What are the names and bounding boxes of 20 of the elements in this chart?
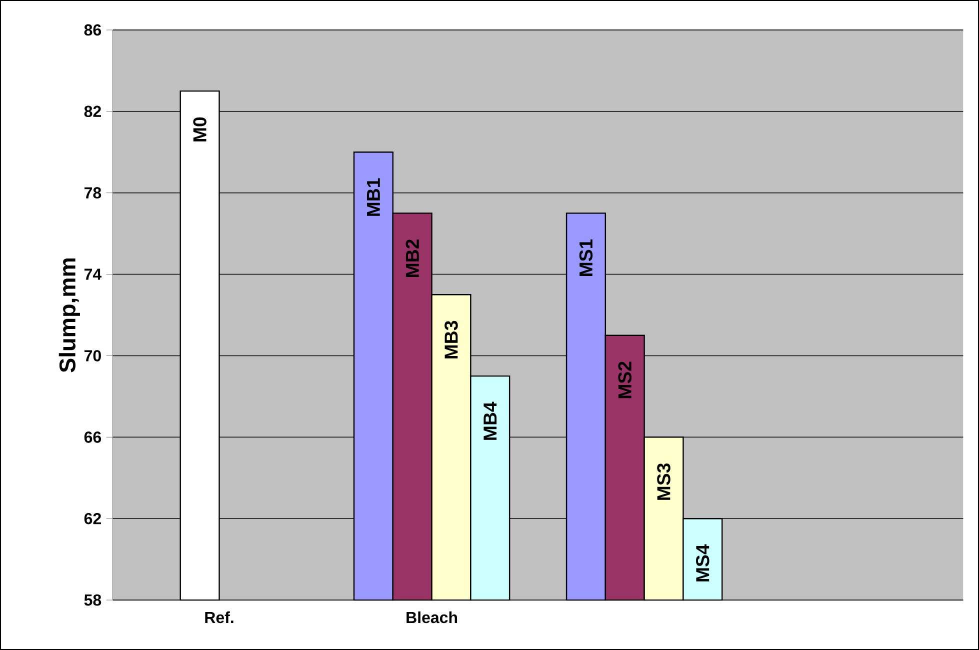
data-label: MB3 (444, 320, 458, 358)
x-tick-label: Ref. (205, 611, 234, 624)
y-tick-label: 74 (84, 268, 102, 280)
data-label: MB1 (367, 178, 380, 216)
data-label: MS1 (579, 239, 593, 276)
data-label: MB4 (484, 402, 497, 440)
data-label: MS3 (657, 463, 670, 500)
y-tick-label: 70 (84, 350, 101, 362)
y-tick-label: 86 (84, 24, 102, 36)
y-tick-label: 66 (84, 432, 102, 443)
data-label: MS2 (618, 362, 632, 398)
data-label: MS4 (696, 544, 710, 582)
y-tick-label: 78 (84, 187, 102, 198)
data-label: M0 (193, 117, 206, 142)
y-tick-label: 82 (84, 106, 101, 118)
y-tick-label: 58 (84, 594, 102, 606)
x-tick-label: Bleach (406, 611, 458, 624)
y-axis-title: Slump,mm (58, 258, 80, 372)
data-label: MB2 (406, 240, 419, 277)
y-tick-label: 62 (84, 512, 101, 524)
